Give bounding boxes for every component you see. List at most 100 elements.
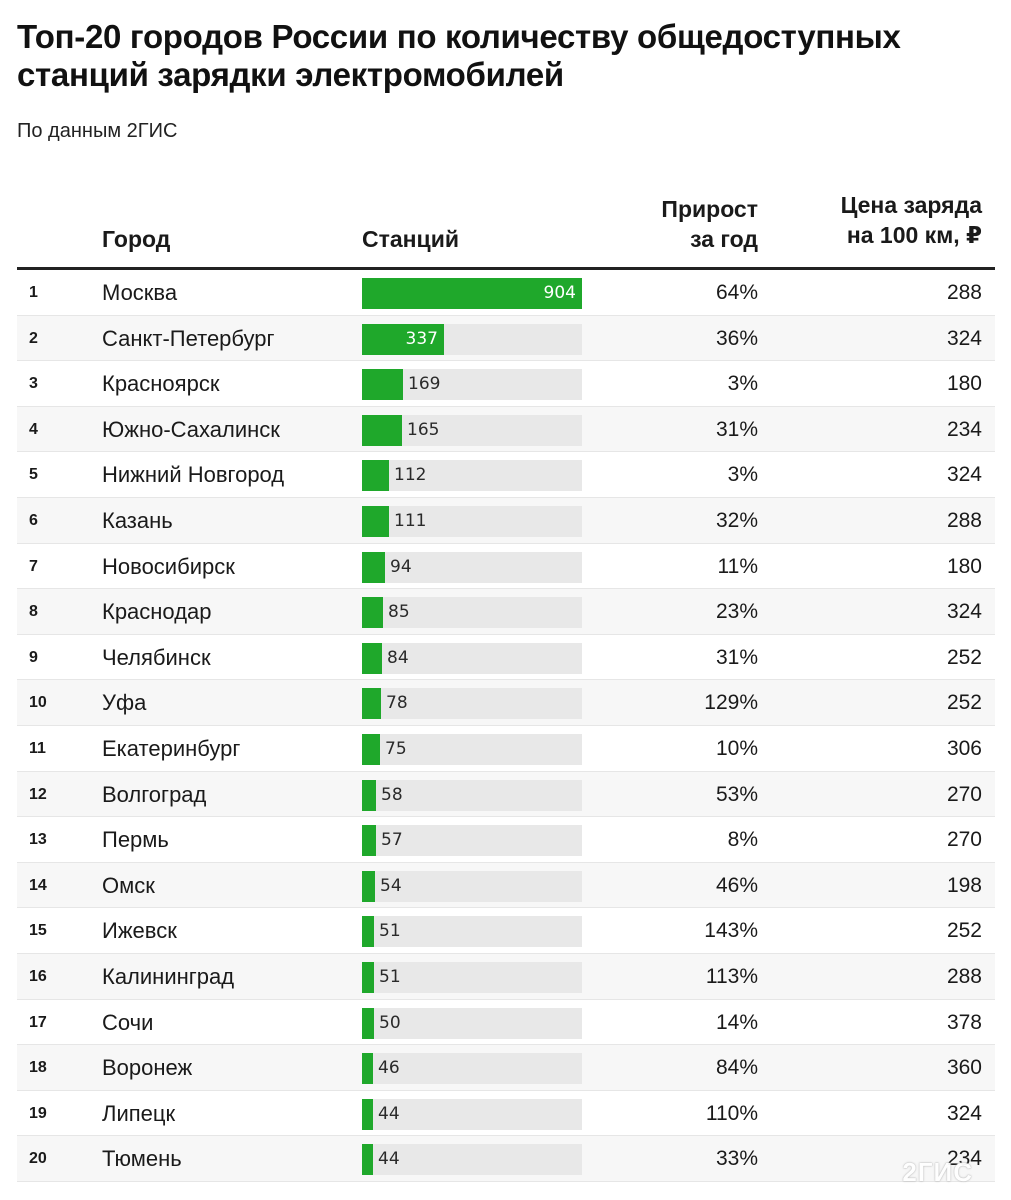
table-header: Город Станций Прирост за год Цена заряда… bbox=[17, 190, 995, 270]
growth-cell: 36% bbox=[715, 326, 758, 350]
growth-cell: 31% bbox=[715, 645, 758, 669]
stations-value-label: 111 bbox=[394, 510, 427, 531]
table-body: 1 Москва 904 64% 288 2 Санкт-Петербург 337 36% 32… bbox=[17, 270, 995, 1182]
price-cell: 198 bbox=[946, 873, 982, 897]
city-cell: Воронеж bbox=[102, 1055, 193, 1081]
stations-bar-track: 54 bbox=[362, 870, 582, 902]
city-cell: Калининград bbox=[102, 963, 235, 989]
stations-bar-track: 50 bbox=[362, 1007, 582, 1039]
table-row: 15 Ижевск 51 143% 252 bbox=[17, 908, 995, 954]
table-row: 10 Уфа 78 129% 252 bbox=[17, 680, 995, 726]
stations-bar bbox=[362, 870, 375, 902]
stations-bar-track: 78 bbox=[362, 688, 582, 720]
column-header-growth: Прирост за год bbox=[661, 194, 758, 254]
stations-value-label: 50 bbox=[379, 1012, 401, 1033]
stations-bar-track: 84 bbox=[362, 642, 582, 674]
stations-bar bbox=[362, 278, 582, 309]
stations-bar-track: 169 bbox=[362, 369, 582, 401]
stations-bar bbox=[362, 1098, 373, 1130]
table-row: 20 Тюмень 44 33% 234 bbox=[17, 1136, 995, 1182]
table-row: 17 Сочи 50 14% 378 bbox=[17, 1000, 995, 1046]
rank-cell: 6 bbox=[29, 511, 38, 529]
price-cell: 180 bbox=[946, 372, 982, 396]
stations-bar-track: 46 bbox=[362, 1053, 582, 1085]
stations-bar bbox=[362, 1007, 374, 1039]
stations-value-label: 94 bbox=[390, 556, 412, 577]
price-cell: 288 bbox=[946, 508, 982, 532]
stations-value-label: 75 bbox=[385, 738, 407, 759]
stations-bar-track: 165 bbox=[362, 414, 582, 446]
city-cell: Новосибирск bbox=[102, 553, 235, 579]
chart-subtitle: По данным 2ГИС bbox=[17, 120, 178, 142]
column-header-price: Цена заряда на 100 км, ₽ bbox=[841, 190, 982, 250]
stations-value-label: 51 bbox=[379, 921, 401, 942]
stations-value-label: 46 bbox=[378, 1058, 400, 1079]
price-cell: 378 bbox=[946, 1010, 982, 1034]
rank-cell: 1 bbox=[29, 284, 38, 301]
growth-cell: 110% bbox=[705, 1101, 758, 1125]
stations-bar-track: 94 bbox=[362, 551, 582, 583]
rank-cell: 11 bbox=[29, 739, 46, 757]
table-row: 14 Омск 54 46% 198 bbox=[17, 862, 995, 909]
rank-cell: 9 bbox=[29, 648, 38, 666]
stations-value-label: 78 bbox=[386, 693, 408, 714]
rank-cell: 8 bbox=[29, 603, 38, 621]
table-row: 5 Нижний Новгород 112 3% 324 bbox=[17, 452, 995, 498]
table-row: 1 Москва 904 64% 288 bbox=[17, 270, 995, 316]
price-cell: 324 bbox=[946, 600, 982, 624]
table-row: 19 Липецк 44 110% 324 bbox=[17, 1091, 995, 1137]
price-cell: 270 bbox=[946, 828, 982, 852]
stations-value-label: 112 bbox=[394, 465, 427, 486]
growth-cell: 31% bbox=[715, 417, 758, 441]
growth-cell: 143% bbox=[704, 919, 758, 943]
stations-bar bbox=[362, 688, 381, 720]
header-divider bbox=[17, 267, 995, 270]
rank-cell: 18 bbox=[29, 1059, 47, 1077]
stations-value-label: 57 bbox=[381, 830, 403, 851]
stations-value-label: 85 bbox=[388, 602, 410, 623]
stations-bar-track: 112 bbox=[362, 460, 582, 492]
rank-cell: 14 bbox=[29, 876, 47, 894]
stations-bar-track: 111 bbox=[362, 505, 582, 537]
price-cell: 306 bbox=[946, 736, 982, 760]
stations-bar-track: 337 bbox=[362, 323, 582, 355]
column-header-stations: Станций bbox=[362, 226, 459, 252]
table-row: 7 Новосибирск 94 11% 180 bbox=[17, 544, 995, 590]
price-cell: 234 bbox=[946, 417, 982, 441]
table-row: 11 Екатеринбург 75 10% 306 bbox=[17, 726, 995, 772]
stations-bar-track: 85 bbox=[362, 597, 582, 629]
city-cell: Екатеринбург bbox=[102, 735, 241, 761]
price-cell: 252 bbox=[946, 919, 982, 943]
rank-cell: 20 bbox=[29, 1150, 47, 1168]
growth-cell: 32% bbox=[715, 508, 758, 532]
table-row: 18 Воронеж 46 84% 360 bbox=[17, 1045, 995, 1091]
rank-cell: 19 bbox=[29, 1104, 47, 1122]
growth-cell: 33% bbox=[715, 1147, 758, 1171]
table-row: 8 Краснодар 85 23% 324 bbox=[17, 589, 995, 635]
city-cell: Челябинск bbox=[102, 644, 211, 670]
growth-cell: 14% bbox=[715, 1010, 758, 1034]
table-row: 4 Южно-Сахалинск 165 31% 234 bbox=[17, 406, 995, 453]
stations-value-label: 165 bbox=[407, 419, 440, 440]
stations-value-label: 44 bbox=[378, 1149, 400, 1170]
price-cell: 288 bbox=[946, 281, 982, 304]
stations-bar-track: 51 bbox=[362, 916, 582, 948]
city-cell: Южно-Сахалинск bbox=[102, 416, 280, 442]
rank-cell: 2 bbox=[29, 329, 38, 347]
stations-value-label: 904 bbox=[543, 283, 576, 303]
price-cell: 252 bbox=[946, 645, 982, 669]
stations-bar bbox=[362, 597, 383, 629]
column-header-price-line2: на 100 км, ₽ bbox=[846, 222, 982, 248]
stations-bar bbox=[362, 369, 403, 401]
stations-bar bbox=[362, 551, 385, 583]
column-header-city: Город bbox=[102, 226, 171, 252]
stations-bar-track: 44 bbox=[362, 1144, 582, 1176]
growth-cell: 11% bbox=[717, 554, 758, 578]
stations-bar-track: 58 bbox=[362, 779, 582, 811]
rank-cell: 7 bbox=[29, 557, 38, 575]
rank-cell: 10 bbox=[29, 694, 47, 712]
stations-bar bbox=[362, 460, 389, 492]
city-cell: Липецк bbox=[102, 1100, 176, 1126]
table-row: 6 Казань 111 32% 288 bbox=[17, 497, 995, 544]
table-row: 3 Красноярск 169 3% 180 bbox=[17, 361, 995, 407]
